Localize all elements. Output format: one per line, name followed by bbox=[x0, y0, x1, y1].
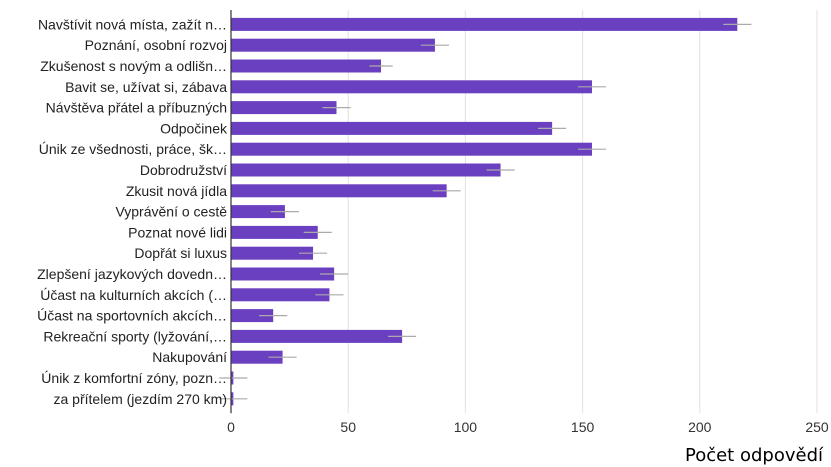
category-label: Únik ze všednosti, práce, šk… bbox=[39, 141, 227, 157]
category-label: Návštěva přátel a příbuzných bbox=[46, 100, 227, 116]
bar bbox=[231, 225, 318, 239]
category-label: Poznání, osobní rozvoj bbox=[85, 37, 227, 53]
x-tick-labels: 0 50 100 150 200 250 bbox=[227, 419, 829, 435]
bar bbox=[231, 163, 501, 177]
x-axis-label: Počet odpovědí bbox=[685, 445, 824, 466]
category-label: Zkusit nová jídla bbox=[126, 183, 227, 199]
category-label: Navštívit nová místa, zažít n… bbox=[38, 16, 227, 32]
bar bbox=[231, 309, 274, 323]
bar bbox=[231, 350, 283, 364]
bar bbox=[231, 121, 553, 135]
bar bbox=[231, 184, 447, 198]
x-tick-label: 50 bbox=[340, 419, 356, 435]
bar bbox=[231, 80, 592, 94]
category-label: Vyprávění o cestě bbox=[115, 204, 227, 220]
x-tick-label: 150 bbox=[571, 419, 595, 435]
grid-lines bbox=[347, 10, 818, 414]
bar bbox=[231, 246, 314, 260]
bar bbox=[231, 142, 592, 156]
bar bbox=[231, 101, 337, 115]
category-label: Dopřát si luxus bbox=[134, 245, 227, 261]
category-label: za přítelem (jezdím 270 km) bbox=[54, 391, 228, 407]
category-label: Nakupování bbox=[152, 349, 227, 365]
category-label: Zkušenost s novým a odlišn… bbox=[40, 58, 227, 74]
category-label: Bavit se, užívat si, zábava bbox=[65, 79, 227, 95]
category-label: Účast na sportovních akcích… bbox=[37, 308, 227, 324]
bar bbox=[231, 17, 738, 31]
category-label: Rekreační sporty (lyžování,… bbox=[43, 328, 227, 344]
category-label: Účast na kulturních akcích (… bbox=[40, 287, 227, 303]
category-label: Dobrodružství bbox=[140, 162, 227, 178]
error-bars bbox=[219, 23, 752, 400]
category-label: Únik z komfortní zóny, pozn… bbox=[41, 370, 227, 386]
x-tick-label: 250 bbox=[805, 419, 829, 435]
bar bbox=[231, 38, 435, 52]
x-tick-label: 200 bbox=[688, 419, 712, 435]
category-label: Zlepšení jazykových dovedn… bbox=[37, 266, 227, 282]
bar bbox=[231, 205, 285, 219]
bar bbox=[231, 329, 403, 343]
x-tick-label: 100 bbox=[454, 419, 478, 435]
category-label: Poznat nové lidi bbox=[128, 224, 227, 240]
bar bbox=[231, 288, 330, 302]
bar bbox=[231, 267, 335, 281]
category-label: Odpočinek bbox=[160, 120, 228, 136]
bars bbox=[231, 17, 738, 406]
bar bbox=[231, 59, 382, 73]
x-tick-label: 0 bbox=[227, 419, 235, 435]
category-labels: Navštívit nová místa, zažít n… Poznání, o… bbox=[37, 16, 228, 406]
